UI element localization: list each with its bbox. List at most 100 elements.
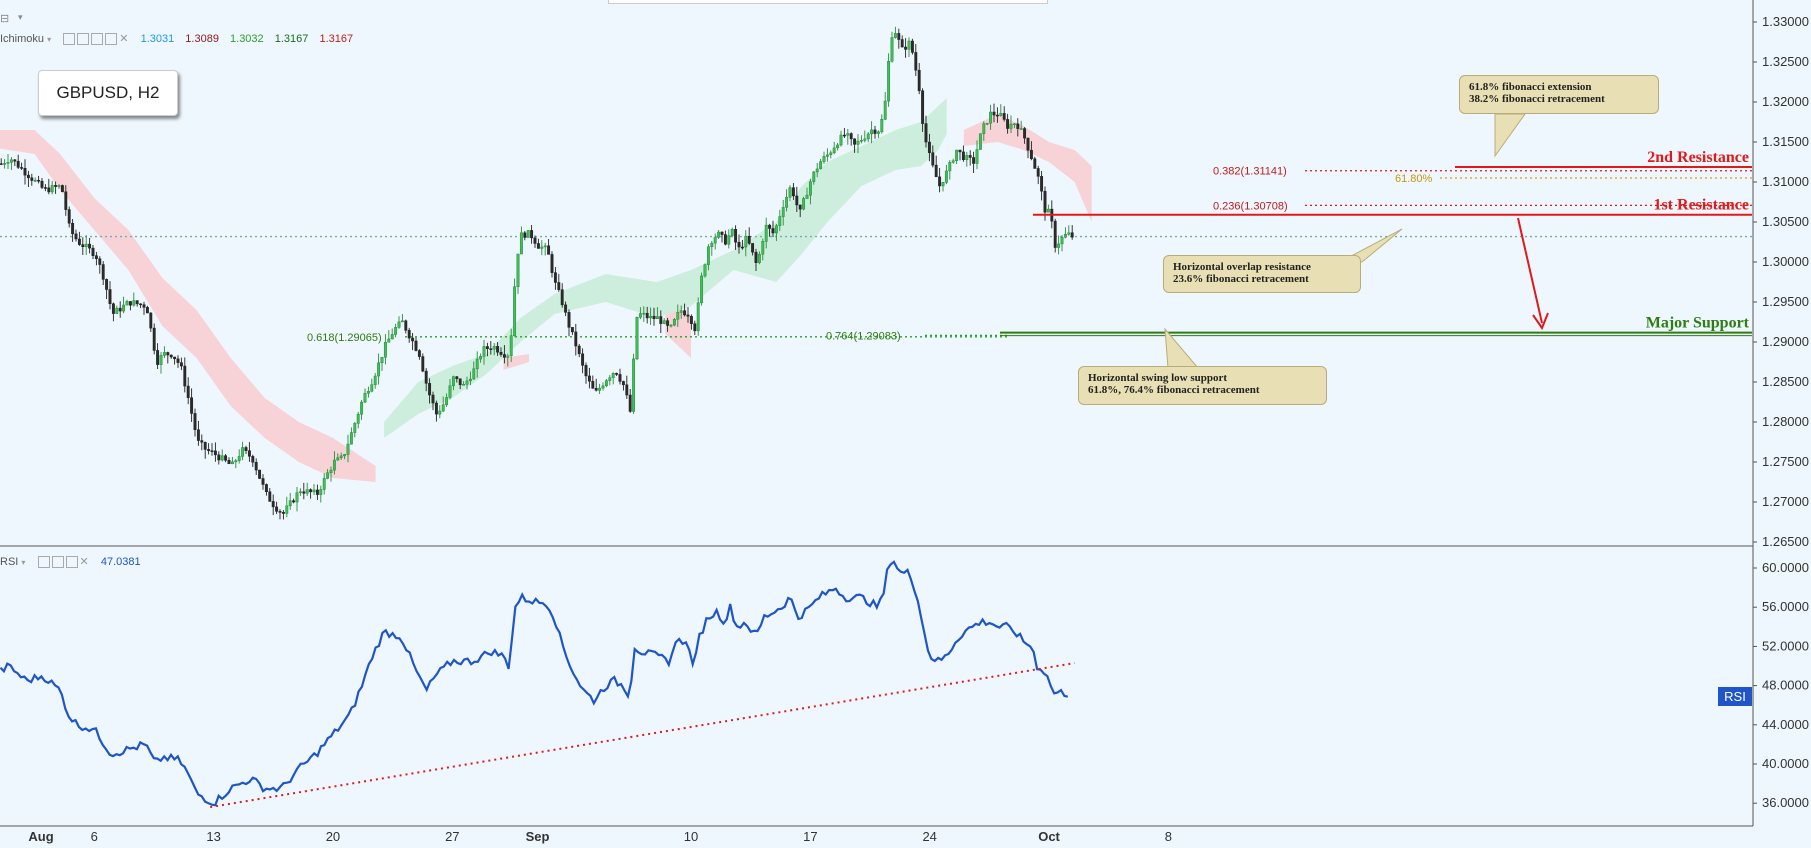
candle-body	[757, 253, 761, 263]
rsi-legend: RSI ▾ ✕ 47.0381	[0, 555, 141, 569]
candle-body	[533, 237, 537, 244]
candle-body	[394, 327, 398, 335]
fib-label: 0.764(1.29083)	[826, 330, 901, 342]
candle-body	[292, 500, 296, 503]
candle-body	[261, 478, 265, 485]
time-tick-label: Oct	[1038, 829, 1060, 844]
candle-body	[958, 149, 962, 153]
level-name: 1st Resistance	[1653, 197, 1749, 214]
candle-body	[1023, 128, 1027, 139]
candle-body	[723, 234, 727, 245]
candle-body	[115, 307, 119, 314]
callout-line: 38.2% fibonacci retracement	[1469, 93, 1605, 105]
candle-body	[424, 370, 428, 384]
candle-body	[710, 242, 714, 247]
candle-body	[642, 312, 646, 315]
close-icon[interactable]: ✕	[119, 33, 129, 45]
candle-body	[390, 334, 394, 340]
candle-body	[1060, 237, 1064, 245]
candle-body	[754, 251, 758, 263]
candle-body	[438, 410, 442, 415]
close-icon[interactable]: ✕	[79, 556, 89, 568]
candle-body	[526, 230, 530, 238]
candle-body	[632, 358, 636, 412]
candle-body	[377, 362, 381, 377]
price-candles	[0, 26, 1074, 520]
candle-body	[207, 449, 211, 451]
candle-body	[1026, 137, 1030, 151]
price-tick-label: 1.30000	[1762, 254, 1809, 269]
candle-body	[1006, 119, 1010, 129]
candle-body	[128, 301, 132, 306]
candle-body	[213, 450, 217, 456]
candle-body	[258, 469, 262, 479]
source-icon[interactable]	[91, 33, 104, 46]
price-tick-label: 1.31000	[1762, 174, 1809, 189]
add-icon[interactable]	[65, 556, 78, 569]
candle-body	[859, 140, 863, 142]
callout-overlap-resistance: Horizontal overlap resistance 23.6% fibo…	[1163, 255, 1361, 293]
candle-body	[26, 174, 30, 179]
candle-body	[1053, 220, 1057, 248]
candle-body	[227, 460, 231, 465]
candle-body	[904, 46, 908, 50]
projection-arrow-head	[1532, 312, 1549, 331]
ichimoku-value-1: 1.3031	[140, 33, 175, 45]
candle-body	[9, 159, 13, 163]
collapse-icon[interactable]: ⊟	[0, 13, 10, 25]
settings-icon[interactable]	[77, 33, 90, 46]
candle-body	[23, 168, 27, 176]
rsi-tick-label: 40.0000	[1762, 756, 1809, 771]
callout-pointer	[1494, 113, 1526, 158]
candle-body	[448, 385, 452, 398]
candle-body	[434, 402, 438, 415]
candle-body	[47, 187, 51, 193]
candle-body	[441, 404, 445, 412]
candle-body	[873, 129, 877, 134]
candle-body	[1063, 234, 1067, 238]
eye-icon[interactable]	[37, 556, 50, 569]
chevron-down-icon[interactable]: ▾	[18, 12, 23, 22]
projection-arrow	[1517, 217, 1543, 324]
candle-body	[587, 375, 591, 382]
rsi-legend-label[interactable]: RSI	[0, 556, 19, 568]
candle-body	[13, 159, 17, 162]
candle-body	[74, 233, 78, 240]
candle-body	[771, 228, 775, 234]
ichimoku-value-4: 1.3167	[274, 33, 309, 45]
settings-icon[interactable]	[51, 556, 64, 569]
candle-body	[118, 307, 122, 312]
candle-body	[938, 176, 942, 187]
candle-body	[366, 391, 370, 394]
candle-body	[20, 167, 24, 169]
ichimoku-label[interactable]: Ichimoku	[0, 33, 45, 45]
candle-body	[496, 346, 500, 353]
fib-label: 61.80%	[1395, 173, 1433, 185]
candle-body	[268, 491, 272, 502]
candle-body	[870, 129, 874, 135]
candle-body	[271, 501, 275, 508]
candle-body	[84, 243, 88, 248]
chevron-down-icon[interactable]: ▾	[47, 35, 52, 44]
candle-body	[768, 224, 772, 229]
candle-body	[608, 377, 612, 381]
candle-body	[81, 244, 85, 248]
eye-icon[interactable]	[63, 33, 76, 46]
chevron-down-icon[interactable]: ▾	[21, 558, 26, 567]
callout-swing-low-support: Horizontal swing low support 61.8%, 76.4…	[1078, 366, 1327, 405]
candle-body	[162, 352, 166, 356]
candle-body	[560, 289, 564, 306]
candle-body	[516, 253, 520, 287]
candle-body	[339, 455, 343, 458]
candle-body	[543, 245, 547, 248]
candle-body	[570, 327, 574, 333]
candle-body	[346, 443, 350, 455]
add-icon[interactable]	[105, 33, 118, 46]
candle-body	[883, 100, 887, 120]
candle-body	[40, 180, 44, 188]
candle-body	[383, 341, 387, 358]
candle-body	[489, 348, 493, 350]
candle-body	[921, 90, 925, 124]
